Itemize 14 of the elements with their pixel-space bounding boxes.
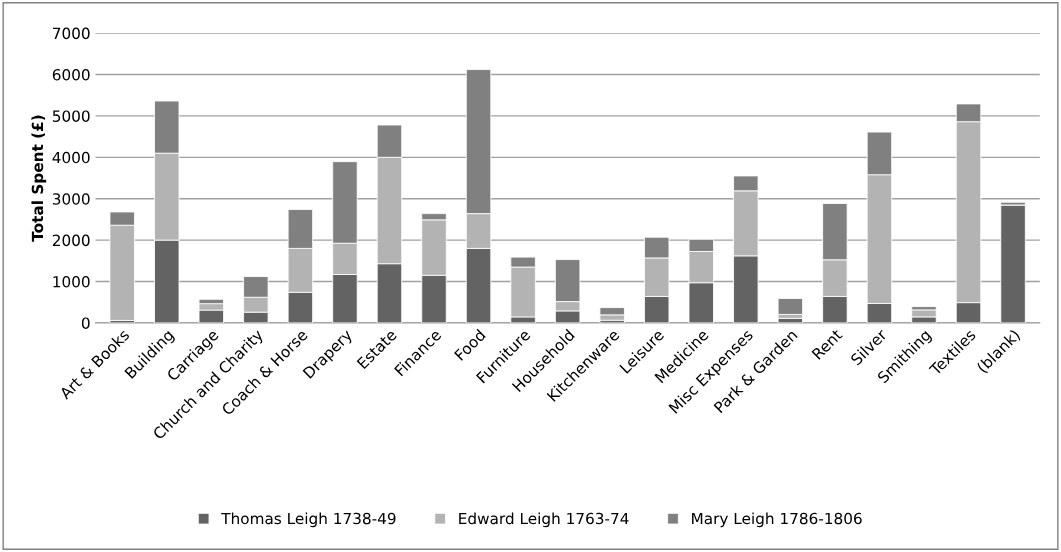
- y-tick-label: 0: [81, 317, 90, 329]
- legend-label: Mary Leigh 1786-1806: [692, 512, 862, 528]
- y-tick-label: 5000: [52, 110, 90, 122]
- y-axis-title: Total Spent (£): [31, 115, 47, 242]
- legend-label: Edward Leigh 1763-74: [459, 512, 629, 528]
- legend-label: Thomas Leigh 1738-49: [221, 512, 396, 528]
- y-tick-label: 6000: [52, 68, 90, 81]
- y-tick-label: 2000: [52, 234, 90, 247]
- y-tick-label: 3000: [52, 193, 90, 205]
- y-tick-label: 4000: [52, 151, 90, 164]
- bar: [1000, 204, 1026, 323]
- y-tick-label: 7000: [53, 27, 90, 40]
- bar: [777, 298, 804, 315]
- y-tick-label: 1000: [53, 275, 90, 288]
